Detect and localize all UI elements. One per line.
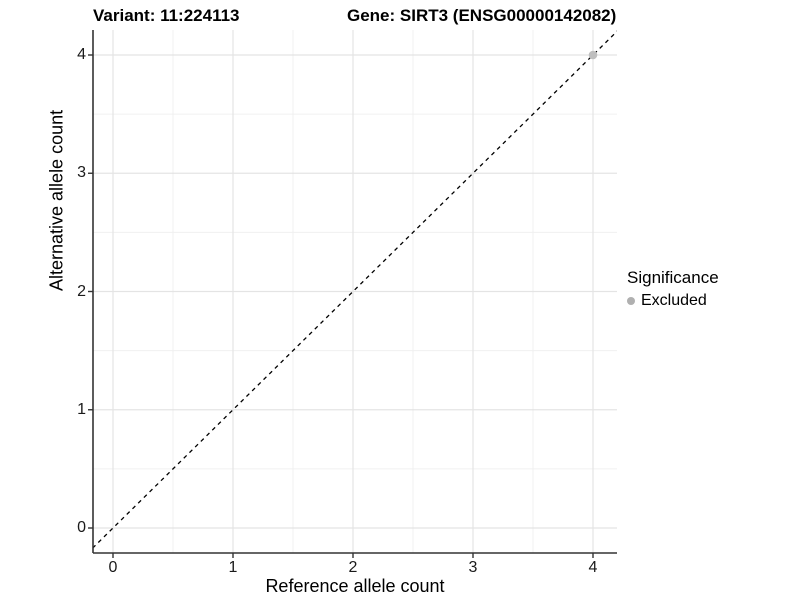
y-tick-label: 1 — [77, 400, 86, 418]
x-tick-label: 2 — [348, 559, 358, 576]
variant-title: Variant: 11:224113 — [93, 6, 240, 25]
legend-item-excluded: Excluded — [627, 292, 719, 310]
x-tick-label: 4 — [588, 559, 598, 576]
y-tick-label: 4 — [77, 46, 86, 63]
y-tick-label: 2 — [77, 282, 86, 300]
legend: Significance Excluded — [627, 268, 719, 310]
y-tick-label: 3 — [77, 164, 86, 182]
y-tick-label: 0 — [77, 519, 86, 536]
x-tick-label: 3 — [468, 559, 478, 576]
gene-title: Gene: SIRT3 (ENSG00000142082) — [347, 6, 617, 25]
identity-line — [93, 30, 617, 549]
x-tick-label: 1 — [228, 559, 238, 576]
excluded-point-icon — [627, 297, 635, 305]
data-point-excluded — [588, 50, 598, 60]
x-tick-label: 0 — [108, 559, 118, 576]
x-axis-title: Reference allele count — [265, 576, 445, 596]
legend-item-label: Excluded — [641, 292, 707, 309]
legend-title: Significance — [627, 268, 719, 287]
